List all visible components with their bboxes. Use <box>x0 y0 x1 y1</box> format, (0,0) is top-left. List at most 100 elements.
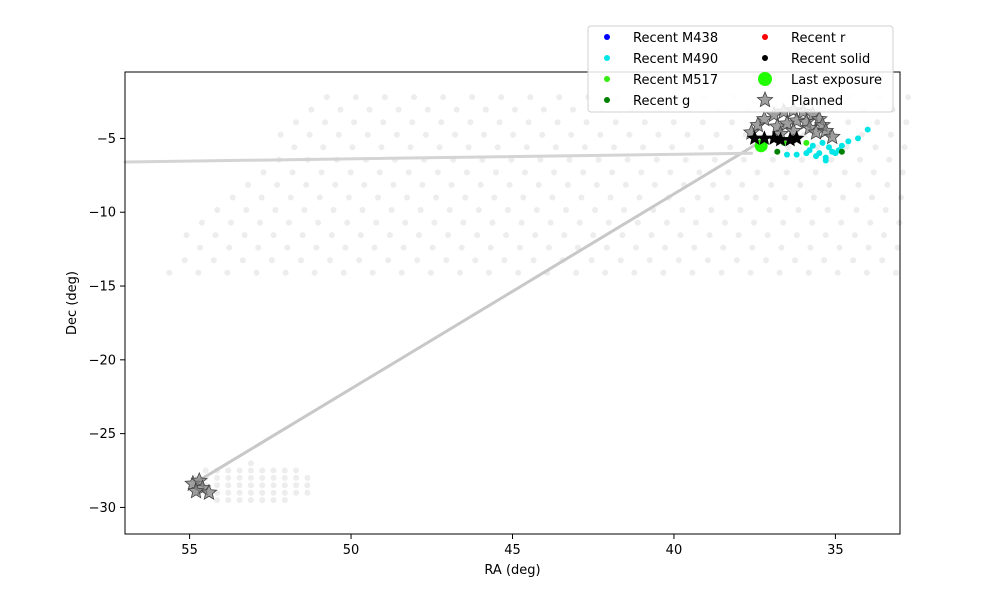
background-field-point <box>322 119 329 126</box>
planned-star <box>807 123 825 140</box>
background-field-point <box>527 94 534 101</box>
data-point <box>774 148 781 155</box>
data-point <box>838 142 845 149</box>
background-field-point <box>416 232 422 239</box>
data-point <box>803 150 810 157</box>
background-field-point <box>198 219 205 226</box>
background-field-point <box>247 460 254 467</box>
background-field-point <box>304 474 311 481</box>
background-field-point <box>523 144 530 151</box>
x-tick-label: 50 <box>343 543 360 558</box>
background-field-point <box>593 181 600 188</box>
background-field-point <box>227 219 234 226</box>
background-field-point <box>335 131 342 138</box>
background-field-point <box>840 194 846 201</box>
background-field-point <box>865 244 872 251</box>
background-field-point <box>364 131 371 138</box>
background-field-point <box>631 269 638 276</box>
planned-solid-star <box>756 130 772 145</box>
slew-path-west <box>123 151 753 164</box>
y-tick-label: −10 <box>89 206 116 221</box>
background-field-point <box>411 94 417 101</box>
background-field-point <box>340 269 347 276</box>
background-field-point <box>551 169 558 176</box>
background-field-point <box>477 181 484 188</box>
background-field-point <box>210 257 217 264</box>
background-field-point <box>494 144 501 151</box>
background-field-points <box>166 94 912 504</box>
background-field-point <box>903 119 910 126</box>
background-field-point <box>260 169 267 176</box>
background-field-point <box>434 169 441 176</box>
background-field-point <box>651 181 658 188</box>
background-field-point <box>373 219 380 226</box>
background-field-point <box>735 232 742 239</box>
background-field-point <box>684 131 691 138</box>
background-field-point <box>202 467 209 474</box>
legend-entries: Recent M438 Recent M490 Recent M517 Recent … <box>604 31 882 109</box>
background-field-point <box>843 144 850 151</box>
background-field-point <box>727 144 734 151</box>
background-field-point <box>518 219 525 226</box>
background-field-point <box>689 269 696 276</box>
background-field-point <box>214 497 220 504</box>
data-point <box>864 126 871 133</box>
background-field-point <box>281 467 288 474</box>
background-field-point <box>440 94 447 101</box>
planned-star <box>200 483 218 500</box>
background-field-point <box>318 169 325 176</box>
background-field-point <box>287 194 294 201</box>
background-field-point <box>901 144 908 151</box>
background-field-point <box>549 194 556 201</box>
background-field-point <box>422 131 429 138</box>
background-field-point <box>359 207 366 213</box>
background-field-point <box>496 119 503 126</box>
y-axis-ticks: −5 −10 −15 −20 −25 −30 <box>89 132 125 516</box>
background-field-point <box>766 207 773 213</box>
background-field-point <box>607 194 614 201</box>
legend-label: Recent M438 <box>633 31 718 46</box>
background-field-point <box>670 119 677 126</box>
background-field-point <box>404 194 410 201</box>
background-field-point <box>812 169 819 176</box>
background-field-point <box>561 232 568 239</box>
background-field-point <box>737 207 744 213</box>
legend-entry-planned: Planned <box>756 90 843 109</box>
data-point <box>822 157 829 164</box>
background-field-point <box>229 194 236 201</box>
background-field-point <box>474 232 481 239</box>
background-field-point <box>619 232 626 239</box>
background-field-point <box>763 257 769 264</box>
background-field-point <box>342 244 349 251</box>
data-point <box>803 139 810 146</box>
background-field-point <box>289 169 296 176</box>
background-field-point <box>243 207 250 213</box>
background-field-point <box>304 489 311 496</box>
background-field-point <box>378 144 385 151</box>
y-axis-label: Dec (deg) <box>65 271 80 335</box>
background-field-point <box>622 181 629 188</box>
background-field-point <box>268 257 275 264</box>
background-field-point <box>783 169 790 176</box>
background-field-point <box>576 219 583 226</box>
background-field-point <box>850 257 857 264</box>
background-field-point <box>892 269 899 276</box>
background-field-point <box>344 219 351 226</box>
background-field-point <box>427 269 434 276</box>
background-field-point <box>573 269 580 276</box>
background-field-point <box>419 181 426 188</box>
background-field-point <box>574 244 581 251</box>
background-field-point <box>286 219 292 226</box>
background-field-point <box>270 467 277 474</box>
background-field-point <box>376 169 383 176</box>
background-field-point <box>691 244 698 251</box>
background-field-point <box>754 169 761 176</box>
background-field-point <box>795 207 802 213</box>
background-field-point <box>874 119 881 126</box>
data-point <box>813 153 820 160</box>
background-field-point <box>805 269 812 276</box>
background-field-point <box>236 489 243 496</box>
background-field-point <box>713 131 720 138</box>
legend-marker <box>762 34 768 40</box>
background-field-point <box>621 207 628 213</box>
